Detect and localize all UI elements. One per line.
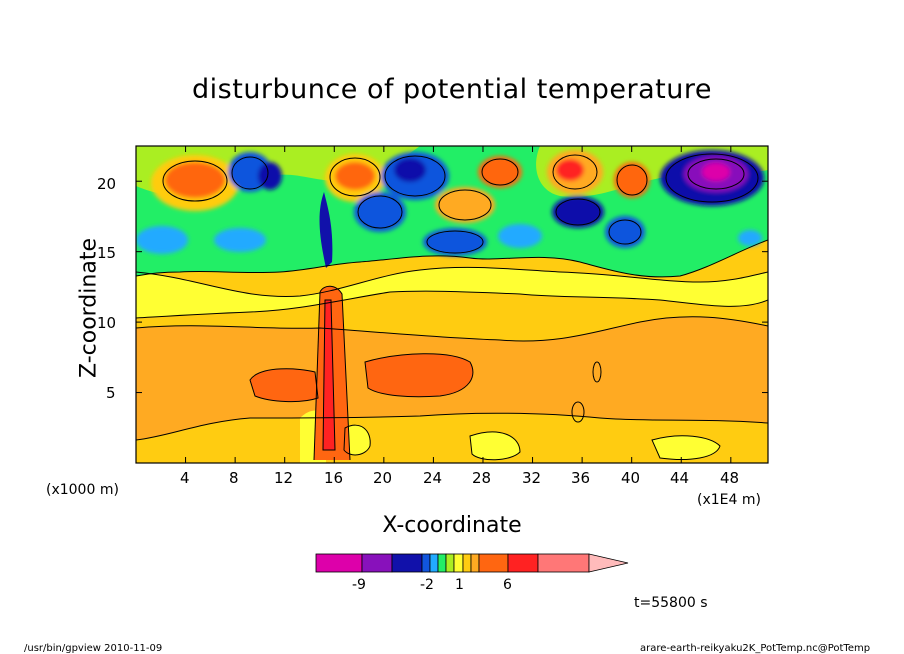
warm-blob-a (250, 368, 318, 402)
y-axis-label: Z-coordinate (76, 238, 102, 378)
colorbar-label: -2 (420, 577, 434, 593)
chart-title: disturbunce of potential temperature (192, 74, 712, 105)
anomaly-blobs (136, 150, 764, 256)
colorbar-segment (453, 553, 464, 573)
x-tick-label: 20 (373, 469, 393, 487)
x-tick-label: 28 (472, 469, 492, 487)
footer-left: /usr/bin/gpview 2010-11-09 (24, 643, 163, 654)
x-tick-label: 24 (423, 469, 443, 487)
x-tick-label: 4 (180, 469, 190, 487)
x-tick-label: 48 (720, 469, 740, 487)
colorbar-segment (361, 553, 393, 573)
colorbar-segment (445, 553, 455, 573)
colorbar (315, 553, 629, 573)
colorbar-segment (429, 553, 439, 573)
x-tick-label: 32 (522, 469, 542, 487)
x-tick-label: 12 (274, 469, 294, 487)
colorbar-segment (470, 553, 480, 573)
y-tick-marks (136, 180, 768, 394)
y-tick-label: 20 (97, 175, 117, 193)
colorbar-segment (462, 553, 472, 573)
y-tick-label: 15 (97, 244, 117, 262)
colorbar-arrow (588, 553, 629, 573)
colorbar-segment (478, 553, 509, 573)
x-tick-label: 16 (324, 469, 344, 487)
colorbar-segment (421, 553, 431, 573)
footer-right: arare-earth-reikyaku2K_PotTemp.nc@PotTem… (640, 643, 871, 654)
x-axis-label: X-coordinate (382, 513, 522, 538)
upper-cool-band (136, 267, 768, 318)
warm-blob-b (365, 353, 473, 397)
time-label: t=55800 s (634, 595, 708, 611)
contour-lines (136, 153, 768, 461)
colorbar-label: 1 (455, 577, 464, 593)
pocket-b (344, 425, 371, 455)
pocket-c (470, 431, 520, 460)
x-units-label: (x1E4 m) (697, 492, 761, 508)
colorbar-segment (315, 553, 363, 573)
colorbar-segment (507, 553, 539, 573)
plot-frame (135, 145, 769, 464)
x-tick-label: 44 (670, 469, 690, 487)
colorbar-label: -9 (352, 577, 366, 593)
x-tick-label: 36 (571, 469, 591, 487)
field-layer (136, 146, 768, 463)
y-tick-label: 5 (106, 384, 116, 402)
x-tick-label: 40 (621, 469, 641, 487)
x-tick-label: 8 (229, 469, 239, 487)
colorbar-segment (391, 553, 423, 573)
colorbar-segment (537, 553, 590, 573)
colorbar-label: 6 (503, 577, 512, 593)
colorbar-segment (437, 553, 447, 573)
x-tick-marks (185, 146, 732, 463)
pocket-d (652, 435, 720, 460)
y-tick-label: 10 (97, 314, 117, 332)
plume-top (319, 192, 333, 268)
y-units-label: (x1000 m) (46, 482, 119, 498)
